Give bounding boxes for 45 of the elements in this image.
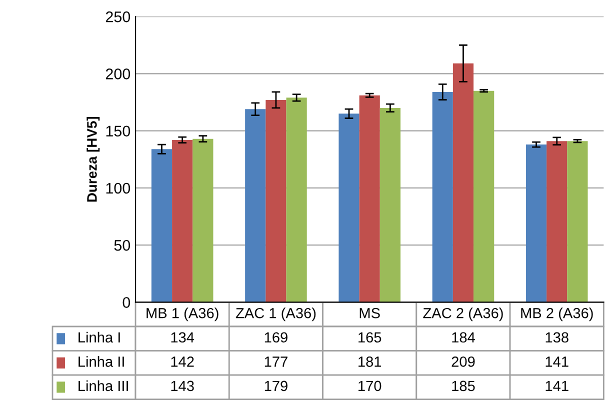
data-label: 179 (264, 380, 288, 392)
data-label: 142 (171, 356, 194, 367)
data-label: 143 (171, 380, 194, 392)
y-tick-label: 250 (106, 11, 130, 22)
bar (474, 90, 494, 302)
x-tick-label: ZAC 2 (A36) (423, 308, 503, 322)
bar (172, 140, 193, 302)
y-tick-label: 50 (114, 240, 130, 251)
data-label: 209 (452, 356, 475, 367)
bar (286, 98, 307, 302)
legend-label: Linha III (78, 380, 128, 392)
data-label: 184 (452, 332, 475, 343)
bar (151, 149, 172, 302)
bar (380, 108, 400, 302)
data-label: 138 (546, 332, 568, 343)
legend-label: Linha II (78, 356, 124, 367)
y-tick-label: 100 (106, 182, 130, 194)
bar (359, 95, 380, 302)
bar (192, 138, 214, 302)
data-label: 181 (358, 356, 382, 367)
data-label: 169 (264, 332, 288, 343)
bar (452, 63, 474, 302)
x-tick-label: MB 2 (A36) (521, 308, 593, 322)
x-tick-label: MS (360, 308, 380, 318)
x-tick-label: MB 1 (A36) (146, 308, 218, 322)
y-tick-label: 150 (106, 126, 130, 137)
y-tick-label: 200 (106, 68, 130, 80)
bar (266, 100, 286, 302)
y-axis-title: Dureza [HV5] (86, 116, 100, 202)
data-label: 134 (171, 332, 194, 343)
x-tick-label: ZAC 1 (A36) (236, 308, 316, 322)
data-label: 170 (358, 380, 382, 392)
data-label: 185 (452, 380, 475, 392)
bar (567, 141, 588, 302)
data-label: 177 (264, 356, 288, 367)
legend-label: Linha I (78, 332, 120, 343)
data-label: 165 (358, 332, 382, 343)
bar (526, 144, 547, 302)
bar (432, 92, 453, 302)
data-label: 141 (546, 380, 568, 391)
data-label: 141 (546, 356, 568, 367)
bar (546, 141, 568, 302)
bar (245, 109, 266, 302)
bar (338, 114, 360, 302)
y-tick-label: 0 (122, 297, 130, 308)
